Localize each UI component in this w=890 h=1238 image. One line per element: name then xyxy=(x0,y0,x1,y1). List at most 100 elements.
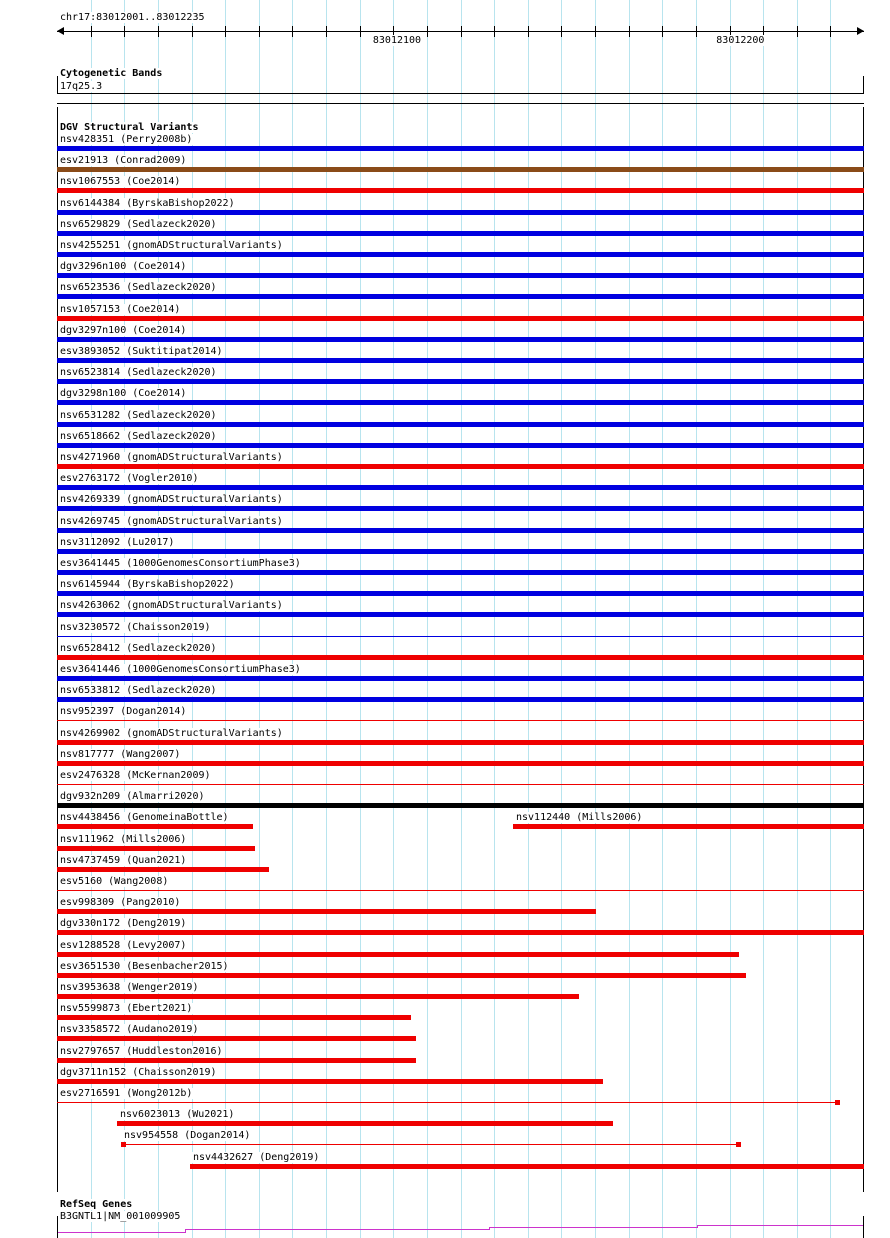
variant-track-label[interactable]: nsv6023013 (Wu2021) xyxy=(119,1109,236,1121)
variant-end-cap[interactable] xyxy=(835,1100,840,1105)
variant-thin-line[interactable] xyxy=(57,890,864,891)
variant-bar[interactable] xyxy=(57,421,864,427)
variant-bar[interactable] xyxy=(57,548,864,554)
variant-track-label[interactable]: nsv954558 (Dogan2014) xyxy=(123,1130,252,1142)
variant-bar[interactable] xyxy=(57,951,739,957)
variant-bar[interactable] xyxy=(190,1163,864,1169)
variant-bar[interactable] xyxy=(57,994,579,999)
variant-track-label[interactable]: nsv3230572 (Chaisson2019) xyxy=(59,621,212,633)
variant-bar[interactable] xyxy=(57,230,864,236)
variant-track-label[interactable]: esv3641446 (1000GenomesConsortiumPhase3) xyxy=(59,664,302,675)
variant-bar[interactable] xyxy=(57,654,864,660)
variant-track-label[interactable]: nsv4255251 (gnomADStructuralVariants) xyxy=(59,240,284,251)
variant-bar[interactable] xyxy=(57,570,864,575)
variant-bar[interactable] xyxy=(57,442,864,448)
variant-bar[interactable] xyxy=(57,697,864,703)
variant-bar[interactable] xyxy=(57,252,864,257)
variant-bar[interactable] xyxy=(57,930,864,936)
variant-track-label[interactable]: dgv3296n100 (Coe2014) xyxy=(59,261,188,273)
variant-bar[interactable] xyxy=(57,527,864,533)
variant-track-label[interactable]: nsv111962 (Mills2006) xyxy=(59,833,188,845)
variant-bar[interactable] xyxy=(57,315,864,321)
variant-thin-line[interactable] xyxy=(57,720,864,722)
variant-bar[interactable] xyxy=(57,400,864,406)
variant-bar[interactable] xyxy=(57,1015,411,1021)
variant-track-label[interactable]: nsv1067553 (Coe2014) xyxy=(59,176,182,188)
variant-bar[interactable] xyxy=(57,336,864,342)
variant-end-cap[interactable] xyxy=(736,1142,741,1148)
variant-bar[interactable] xyxy=(57,485,864,491)
variant-track-label[interactable]: nsv6145944 (ByrskaBishop2022) xyxy=(59,579,236,591)
variant-thin-line[interactable] xyxy=(57,784,864,785)
variant-bar[interactable] xyxy=(57,845,255,851)
variant-track-label[interactable]: nsv1057153 (Coe2014) xyxy=(59,303,182,315)
variant-track-label[interactable]: nsv4438456 (GenomeinaBottle) xyxy=(59,812,230,824)
variant-bar[interactable] xyxy=(57,188,864,194)
variant-track-label[interactable]: nsv3112092 (Lu2017) xyxy=(59,536,176,548)
gene-intron-segment[interactable] xyxy=(697,1225,864,1226)
variant-bar[interactable] xyxy=(117,1121,613,1127)
variant-track-label[interactable]: nsv6529829 (Sedlazeck2020) xyxy=(59,218,218,230)
variant-bar[interactable] xyxy=(57,909,596,915)
gene-intron-segment[interactable] xyxy=(489,1227,697,1228)
variant-bar[interactable] xyxy=(57,209,864,215)
gene-intron-segment[interactable] xyxy=(57,1232,185,1233)
variant-bar[interactable] xyxy=(57,273,864,279)
variant-bar[interactable] xyxy=(57,1078,603,1084)
variant-track-label[interactable]: nsv817777 (Wang2007) xyxy=(59,748,182,760)
variant-track-label[interactable]: nsv428351 (Perry2008b) xyxy=(59,134,194,145)
variant-thin-line[interactable] xyxy=(57,1102,840,1103)
variant-track-label[interactable]: nsv4263062 (gnomADStructuralVariants) xyxy=(59,600,284,612)
variant-track-label[interactable]: esv3893052 (Suktitipat2014) xyxy=(59,346,224,357)
variant-track-label[interactable]: esv2716591 (Wong2012b) xyxy=(59,1088,194,1099)
variant-track-label[interactable]: esv5160 (Wang2008) xyxy=(59,876,170,887)
variant-track-label[interactable]: dgv330n172 (Deng2019) xyxy=(59,918,188,930)
variant-bar[interactable] xyxy=(57,739,864,745)
variant-track-label[interactable]: nsv112440 (Mills2006) xyxy=(515,812,644,824)
variant-track-label[interactable]: nsv6533812 (Sedlazeck2020) xyxy=(59,685,218,697)
variant-track-label[interactable]: nsv4432627 (Deng2019) xyxy=(192,1151,321,1163)
variant-track-label[interactable]: dgv3298n100 (Coe2014) xyxy=(59,388,188,400)
variant-bar[interactable] xyxy=(57,379,864,385)
variant-track-label[interactable]: esv1288528 (Levy2007) xyxy=(59,939,188,951)
variant-track-label[interactable]: nsv6144384 (ByrskaBishop2022) xyxy=(59,197,236,209)
variant-bar[interactable] xyxy=(513,824,864,830)
gene-intron-segment[interactable] xyxy=(185,1229,489,1230)
variant-bar[interactable] xyxy=(57,294,864,300)
variant-track-label[interactable]: nsv952397 (Dogan2014) xyxy=(59,706,188,718)
variant-bar[interactable] xyxy=(57,612,864,618)
variant-track-label[interactable]: nsv2797657 (Huddleston2016) xyxy=(59,1045,224,1057)
variant-bar[interactable] xyxy=(57,803,864,809)
variant-bar[interactable] xyxy=(57,676,864,681)
variant-bar[interactable] xyxy=(57,972,746,978)
variant-end-cap[interactable] xyxy=(121,1142,126,1148)
variant-track-label[interactable]: nsv4737459 (Quan2021) xyxy=(59,854,188,866)
variant-track-label[interactable]: nsv4269339 (gnomADStructuralVariants) xyxy=(59,494,284,506)
variant-track-label[interactable]: nsv4269902 (gnomADStructuralVariants) xyxy=(59,727,284,739)
variant-thin-line[interactable] xyxy=(57,635,864,637)
refseq-gene-label[interactable]: B3GNTL1|NM_001009905 xyxy=(59,1211,182,1222)
variant-track-label[interactable]: esv2476328 (McKernan2009) xyxy=(59,770,212,781)
variant-track-label[interactable]: nsv5599873 (Ebert2021) xyxy=(59,1003,194,1015)
variant-track-label[interactable]: nsv6531282 (Sedlazeck2020) xyxy=(59,409,218,421)
variant-track-label[interactable]: nsv6518662 (Sedlazeck2020) xyxy=(59,430,218,442)
variant-thin-line[interactable] xyxy=(121,1144,741,1146)
variant-bar[interactable] xyxy=(57,506,864,512)
variant-bar[interactable] xyxy=(57,1057,416,1063)
variant-bar[interactable] xyxy=(57,1036,416,1042)
variant-track-label[interactable]: nsv6523814 (Sedlazeck2020) xyxy=(59,367,218,379)
variant-bar[interactable] xyxy=(57,866,269,872)
variant-track-label[interactable]: esv2763172 (Vogler2010) xyxy=(59,473,200,485)
variant-track-label[interactable]: nsv3953638 (Wenger2019) xyxy=(59,982,200,993)
variant-bar[interactable] xyxy=(57,464,864,469)
variant-bar[interactable] xyxy=(57,824,253,830)
variant-track-label[interactable]: esv998309 (Pang2010) xyxy=(59,897,182,909)
cytogenetic-band-label[interactable]: 17q25.3 xyxy=(59,81,104,92)
variant-track-label[interactable]: dgv932n209 (Almarri2020) xyxy=(59,791,206,803)
refseq-gene-track[interactable] xyxy=(57,1216,864,1238)
variant-bar[interactable] xyxy=(57,591,864,597)
variant-track-label[interactable]: esv3641445 (1000GenomesConsortiumPhase3) xyxy=(59,558,302,569)
variant-track-label[interactable]: nsv4271960 (gnomADStructuralVariants) xyxy=(59,452,284,463)
variant-track-label[interactable]: nsv6523536 (Sedlazeck2020) xyxy=(59,282,218,294)
variant-bar[interactable] xyxy=(57,167,864,173)
